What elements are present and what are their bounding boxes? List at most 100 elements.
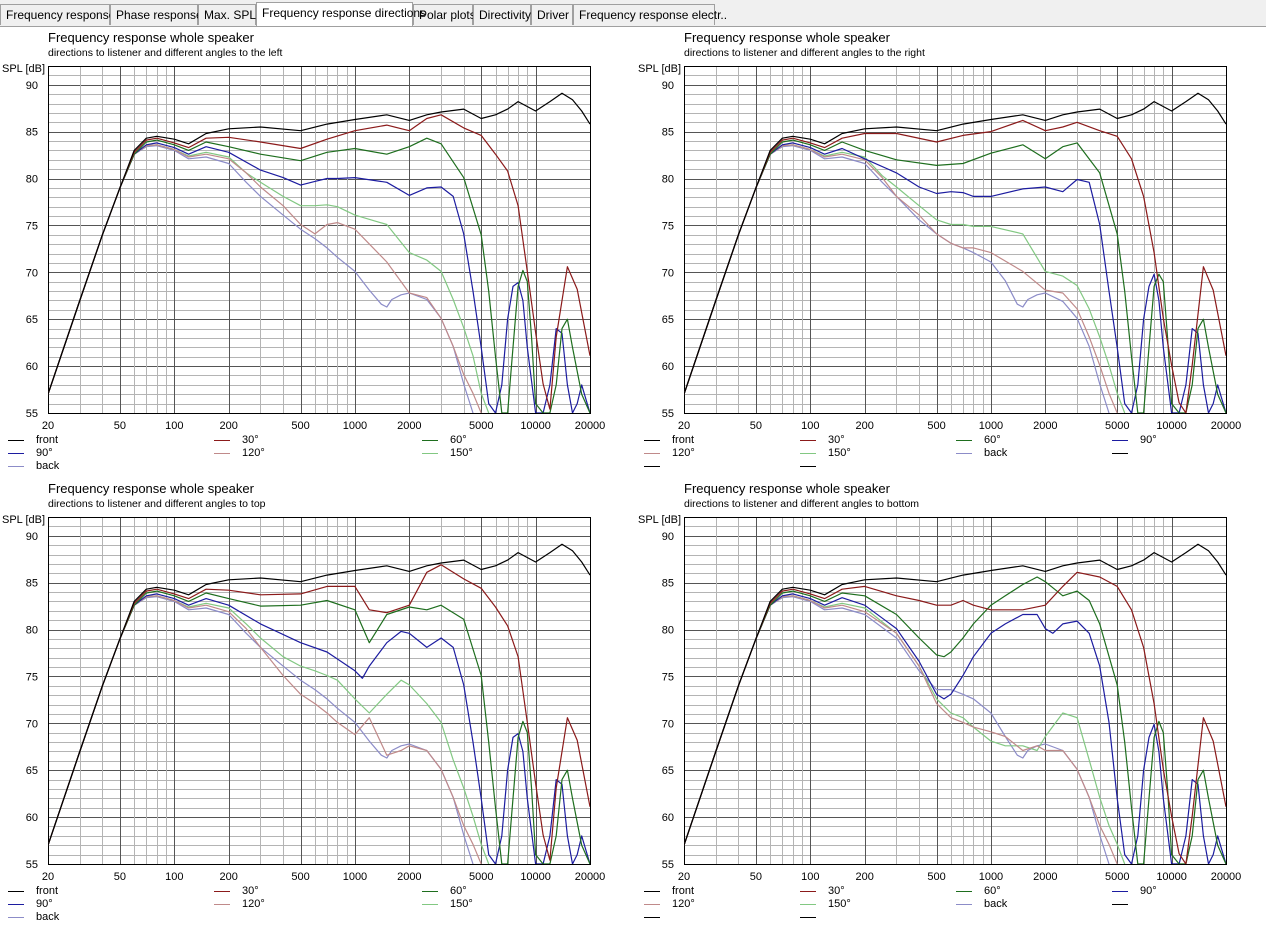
legend-item: 90° xyxy=(8,447,53,459)
series-line-30deg xyxy=(684,119,1226,413)
x-tick-label: 5000 xyxy=(1105,871,1129,883)
legend-swatch xyxy=(644,439,660,441)
x-tick-label: 1000 xyxy=(979,420,1003,432)
tab-max-spl[interactable]: Max. SPL xyxy=(198,4,256,25)
legend-item: 120° xyxy=(644,447,695,459)
legend-item: 150° xyxy=(422,447,473,459)
y-axis-label: SPL [dB] xyxy=(638,514,682,526)
legend-label: 30° xyxy=(242,885,259,897)
x-tick-label: 100 xyxy=(165,420,183,432)
x-tick-label: 500 xyxy=(291,420,309,432)
legend-label: 150° xyxy=(450,898,473,910)
y-tick-label: 65 xyxy=(26,314,38,326)
x-tick-label: 50 xyxy=(750,871,762,883)
series-line-120deg xyxy=(684,144,1118,413)
plot-frame xyxy=(48,517,591,865)
y-tick-label: 55 xyxy=(662,859,674,871)
chart-subtitle: directions to listener and different ang… xyxy=(684,498,920,510)
series-line-120deg xyxy=(48,595,482,864)
legend-label: back xyxy=(984,898,1008,910)
legend-item xyxy=(800,911,828,923)
legend-label: 120° xyxy=(672,447,695,459)
series-line-150deg xyxy=(48,595,490,864)
tab-frequency-response-directions[interactable]: Frequency response directions xyxy=(256,2,426,26)
plot-area: 55 60 65 70 75 80 85 90 20 50 100 200 500 1000 2000 500… xyxy=(662,517,1242,883)
legend-swatch xyxy=(644,465,660,467)
legend-item: front xyxy=(644,885,694,897)
legend-item: 120° xyxy=(644,898,695,910)
legend-item: 90° xyxy=(8,898,53,910)
legend-item: back xyxy=(956,898,1007,910)
y-axis-label: SPL [dB] xyxy=(638,63,682,75)
legend-label: back xyxy=(36,911,60,923)
y-tick-label: 55 xyxy=(662,408,674,420)
tab-directivity[interactable]: Directivity xyxy=(473,4,531,25)
y-tick-label: 80 xyxy=(26,174,38,186)
chart-panel-top: Frequency response whole speaker directio… xyxy=(0,479,620,929)
y-tick-label: 70 xyxy=(662,718,674,730)
legend-swatch xyxy=(422,452,438,454)
plot-frame xyxy=(684,66,1227,414)
x-tick-label: 100 xyxy=(801,871,819,883)
tab-driver[interactable]: Driver xyxy=(531,4,573,25)
legend-label: back xyxy=(984,447,1008,459)
y-tick-label: 85 xyxy=(662,127,674,139)
legend-swatch xyxy=(8,439,24,441)
x-tick-label: 1000 xyxy=(343,420,367,432)
legend-swatch xyxy=(800,916,816,918)
y-tick-label: 85 xyxy=(26,127,38,139)
y-tick-label: 65 xyxy=(662,314,674,326)
y-tick-label: 60 xyxy=(26,361,38,373)
y-tick-label: 90 xyxy=(26,80,38,92)
legend-item: front xyxy=(644,434,694,446)
x-tick-label: 100 xyxy=(801,420,819,432)
x-tick-label: 1000 xyxy=(979,871,1003,883)
x-tick-label: 20 xyxy=(678,420,690,432)
x-tick-label: 20 xyxy=(678,871,690,883)
legend-item: 150° xyxy=(422,898,473,910)
legend-swatch xyxy=(422,890,438,892)
legend-swatch xyxy=(1112,903,1128,905)
legend-swatch xyxy=(214,452,230,454)
legend-swatch xyxy=(1112,452,1128,454)
tab-phase-response[interactable]: Phase response xyxy=(110,4,203,25)
legend-swatch xyxy=(800,903,816,905)
x-tick-label: 20000 xyxy=(1211,871,1242,883)
legend-item: 60° xyxy=(422,434,467,446)
y-tick-label: 70 xyxy=(662,267,674,279)
legend-swatch xyxy=(8,903,24,905)
tab-frequency-response[interactable]: Frequency response. xyxy=(0,4,119,25)
legend-item: front xyxy=(8,434,58,446)
tab-frequency-response-electr[interactable]: Frequency response electr.. xyxy=(573,4,727,25)
legend-item: back xyxy=(8,460,59,472)
plot-frame xyxy=(684,517,1227,865)
legend-swatch xyxy=(422,439,438,441)
chart-subtitle: directions to listener and different ang… xyxy=(684,47,925,59)
legend-item xyxy=(1112,447,1140,459)
legend-label: 90° xyxy=(36,447,53,459)
x-tick-label: 2000 xyxy=(397,420,421,432)
legend-swatch xyxy=(800,452,816,454)
legend-label: 30° xyxy=(828,434,845,446)
legend-label: 120° xyxy=(242,898,265,910)
plot-area: 55 60 65 70 75 80 85 90 20 50 100 200 500 1000 2000 500… xyxy=(662,66,1241,432)
y-tick-label: 55 xyxy=(26,408,38,420)
y-tick-label: 75 xyxy=(26,220,38,232)
y-tick-label: 80 xyxy=(662,625,674,637)
legend-label: front xyxy=(672,885,695,897)
legend-label: 150° xyxy=(828,447,851,459)
series-line-front xyxy=(684,92,1226,395)
tab-bar: Frequency response. Phase response Max. SP… xyxy=(0,0,1266,27)
legend-item: 60° xyxy=(956,434,1001,446)
legend-item xyxy=(644,911,672,923)
legend-label: front xyxy=(36,434,59,446)
x-tick-label: 50 xyxy=(114,871,126,883)
y-tick-label: 75 xyxy=(26,671,38,683)
y-tick-label: 90 xyxy=(662,531,674,543)
legend-item: 30° xyxy=(800,434,845,446)
y-tick-label: 70 xyxy=(26,267,38,279)
x-tick-label: 10000 xyxy=(520,871,551,883)
series-line-back xyxy=(48,596,474,864)
y-tick-label: 65 xyxy=(662,765,674,777)
tab-polar-plots[interactable]: Polar plots xyxy=(413,4,476,25)
